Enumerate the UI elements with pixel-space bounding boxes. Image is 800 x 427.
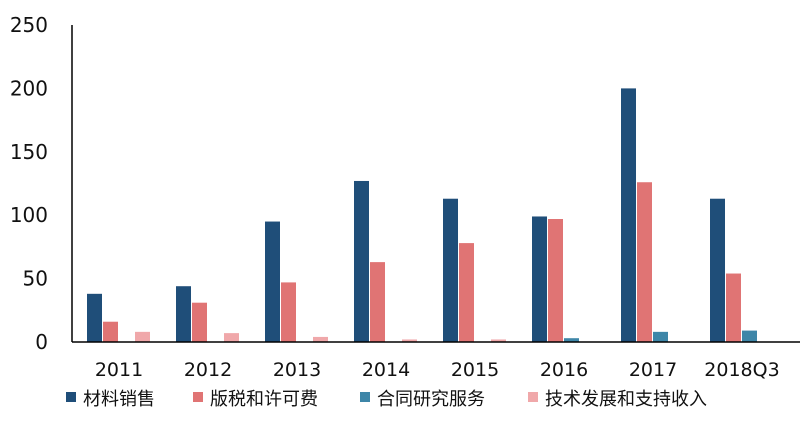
legend-label-0: 材料销售: [83, 389, 155, 410]
bar-series-1-2012: [192, 302, 207, 342]
x-tick-label-2018Q3: 2018Q3: [704, 359, 779, 381]
legend-label-3: 技术发展和支持收入: [545, 389, 707, 410]
bar-series-0-2018Q3: [710, 198, 725, 342]
y-tick-label-200: 200: [10, 76, 48, 100]
legend-label-2: 合同研究服务: [377, 389, 485, 410]
bar-series-0-2012: [176, 286, 191, 342]
x-tick-label-2016: 2016: [540, 359, 588, 381]
legend-swatch-2: [360, 392, 370, 402]
x-tick-label-2011: 2011: [95, 359, 143, 381]
bar-series-1-2013: [281, 282, 296, 342]
legend-swatch-3: [528, 392, 538, 402]
tick-labels: 0 50 100 150 200 250 2011 2012 2013 2014 2015 2016 2…: [10, 13, 780, 381]
bar-series-1-2016: [548, 219, 563, 342]
bar-series-1-2011: [103, 321, 118, 342]
y-tick-label-250: 250: [10, 13, 48, 37]
bar-series-1-2014: [370, 262, 385, 342]
legend-swatch-1: [193, 392, 203, 402]
y-tick-label-50: 50: [23, 267, 48, 291]
x-tick-label-2017: 2017: [629, 359, 677, 381]
x-tick-label-2015: 2015: [451, 359, 499, 381]
bar-series-3-2013: [313, 336, 328, 342]
bar-series-0-2013: [265, 221, 280, 342]
bar-series-3-2015: [491, 339, 506, 342]
bar-series-3-2011: [135, 331, 150, 342]
legend-label-1: 版税和许可费: [210, 389, 318, 410]
legend: 材料销售 版税和许可费 合同研究服务 技术发展和支持收入: [66, 389, 707, 410]
x-tick-label-2013: 2013: [273, 359, 321, 381]
bar-series-1-2017: [637, 182, 652, 342]
y-tick-label-100: 100: [10, 203, 48, 227]
bar-series-0-2016: [532, 216, 547, 342]
x-tick-label-2012: 2012: [184, 359, 232, 381]
bar-series-0-2015: [443, 198, 458, 342]
bar-series-0-2014: [354, 180, 369, 342]
y-tick-label-0: 0: [35, 330, 48, 354]
y-tick-label-150: 150: [10, 140, 48, 164]
plot-area: [87, 88, 757, 343]
axes: [71, 25, 800, 343]
legend-swatch-0: [66, 392, 76, 402]
bar-series-1-2018Q3: [726, 273, 741, 342]
bar-series-2-2016: [564, 338, 579, 342]
bar-series-3-2012: [224, 333, 239, 342]
bar-series-2-2018Q3: [742, 330, 757, 342]
bar-series-0-2011: [87, 293, 102, 342]
bar-series-1-2015: [459, 243, 474, 342]
x-tick-label-2014: 2014: [362, 359, 410, 381]
bar-series-0-2017: [621, 88, 636, 343]
bar-series-3-2014: [402, 339, 417, 342]
bar-series-2-2017: [653, 331, 668, 342]
